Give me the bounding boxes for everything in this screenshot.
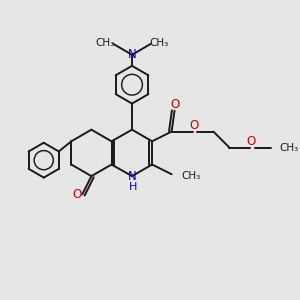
Text: CH₃: CH₃	[95, 38, 115, 48]
Text: O: O	[170, 98, 179, 111]
Text: N: N	[128, 170, 137, 183]
Text: O: O	[247, 135, 256, 148]
Text: O: O	[189, 119, 198, 132]
Text: O: O	[73, 188, 82, 201]
Text: H: H	[128, 182, 137, 192]
Text: N: N	[128, 48, 136, 61]
Text: CH₃: CH₃	[181, 171, 200, 181]
Text: CH₃: CH₃	[279, 142, 298, 152]
Text: CH₃: CH₃	[149, 38, 169, 48]
